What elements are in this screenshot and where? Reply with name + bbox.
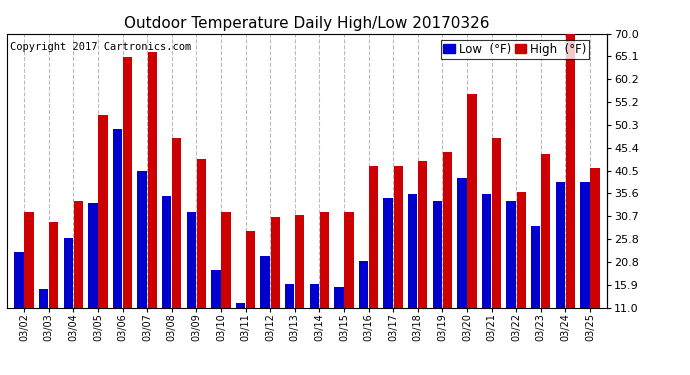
Bar [221,212,230,308]
Bar [285,284,295,308]
Bar [137,171,147,308]
Bar [270,217,280,308]
Bar [369,166,378,308]
Bar [566,34,575,308]
Bar [148,52,157,308]
Bar [186,212,196,308]
Bar [591,168,600,308]
Text: Copyright 2017 Cartronics.com: Copyright 2017 Cartronics.com [10,42,191,52]
Bar [580,182,590,308]
Title: Outdoor Temperature Daily High/Low 20170326: Outdoor Temperature Daily High/Low 20170… [124,16,490,31]
Bar [123,57,132,308]
Bar [433,201,442,308]
Bar [24,212,34,308]
Bar [63,238,73,308]
Bar [246,231,255,308]
Bar [334,286,344,308]
Bar [98,115,108,308]
Bar [467,94,477,308]
Bar [162,196,171,308]
Bar [541,154,551,308]
Bar [384,198,393,308]
Bar [517,192,526,308]
Bar [260,256,270,307]
Bar [49,222,59,308]
Bar [197,159,206,308]
Bar [506,201,516,308]
Bar [310,284,319,308]
Bar [482,194,491,308]
Bar [359,261,368,308]
Bar [319,212,329,308]
Legend: Low  (°F), High  (°F): Low (°F), High (°F) [440,40,589,58]
Bar [88,203,97,308]
Bar [443,152,452,308]
Bar [14,252,23,308]
Bar [418,161,428,308]
Bar [236,303,245,307]
Bar [393,166,403,308]
Bar [408,194,417,308]
Bar [492,138,502,308]
Bar [555,182,565,308]
Bar [295,215,304,308]
Bar [39,289,48,308]
Bar [74,201,83,308]
Bar [172,138,181,308]
Bar [211,270,221,308]
Bar [531,226,540,308]
Bar [344,212,354,308]
Bar [457,178,466,308]
Bar [112,129,122,308]
